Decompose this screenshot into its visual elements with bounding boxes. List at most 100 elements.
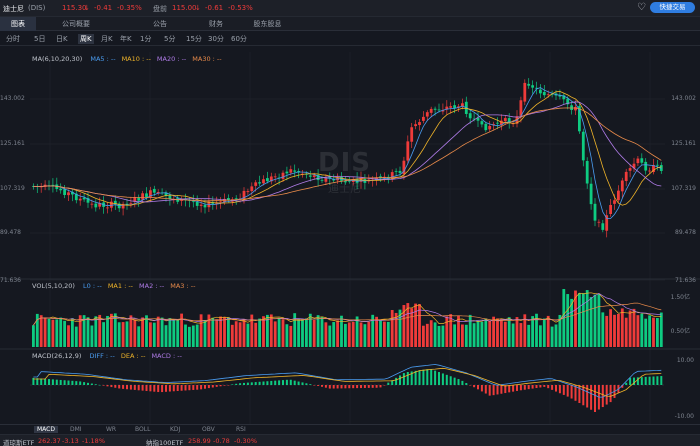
macd-bar bbox=[519, 385, 522, 391]
indicator-tab-wr[interactable]: WR bbox=[106, 426, 117, 433]
macd-bar bbox=[360, 385, 362, 389]
indicator-tab-dmi[interactable]: DMI bbox=[70, 426, 82, 433]
macd-bar bbox=[504, 385, 507, 394]
macd-bar bbox=[586, 385, 589, 408]
price-axis-label-left: 143.002 bbox=[0, 95, 25, 102]
tab-chart[interactable]: 图表 bbox=[0, 17, 36, 31]
macd-bar bbox=[102, 385, 105, 386]
stock-name: 迪士尼 bbox=[3, 5, 24, 13]
volume-bar bbox=[47, 318, 51, 347]
volume-bar bbox=[515, 317, 519, 347]
macd-bar bbox=[348, 385, 351, 389]
volume-bar bbox=[503, 321, 507, 347]
quick-trade-button[interactable]: 快捷交易 bbox=[650, 2, 695, 13]
indicator-tab-rsi[interactable]: RSI bbox=[236, 426, 246, 433]
indicator-tab-boll[interactable]: BOLL bbox=[135, 426, 151, 433]
vol_legend-item-0: L0 : -- bbox=[83, 282, 102, 290]
candle-body bbox=[644, 161, 648, 171]
candle-body bbox=[141, 193, 144, 200]
price-axis-label: 89.478 bbox=[675, 229, 696, 236]
ma-legend: MA(6,10,20,30) MA5 : -- MA10 : -- MA20 : -… bbox=[32, 55, 222, 63]
volume-bar bbox=[644, 318, 648, 347]
candle-body bbox=[624, 171, 628, 182]
period-3[interactable]: 周K bbox=[78, 34, 94, 44]
period-10[interactable]: 60分 bbox=[231, 35, 247, 43]
watermark-code: DIS bbox=[318, 148, 371, 178]
macd-bar bbox=[211, 385, 214, 388]
volume-bar bbox=[63, 320, 66, 347]
candle-body bbox=[418, 122, 421, 126]
macd-bar bbox=[282, 380, 284, 385]
macd-bar bbox=[305, 383, 308, 385]
volume-bar bbox=[195, 324, 199, 347]
period-5[interactable]: 年K bbox=[120, 35, 132, 43]
indicator-tab-macd[interactable]: MACD bbox=[34, 426, 58, 433]
tab-announcements[interactable]: 公告 bbox=[153, 20, 167, 28]
indicator-tabs: MACD DMI WR BOLL KDJ OBV RSI bbox=[0, 424, 700, 434]
macd-bar bbox=[32, 377, 35, 385]
ticker-1-price: 262.37 bbox=[38, 437, 61, 445]
volume-bar bbox=[324, 322, 328, 347]
volume-bar bbox=[418, 304, 421, 347]
volume-bar bbox=[86, 317, 90, 347]
period-2[interactable]: 日K bbox=[56, 35, 68, 43]
period-1[interactable]: 5日 bbox=[34, 35, 46, 43]
macd-bar bbox=[83, 382, 86, 385]
period-7[interactable]: 5分 bbox=[164, 35, 176, 43]
volume-bar bbox=[125, 321, 129, 347]
period-9[interactable]: 30分 bbox=[208, 35, 224, 43]
volume-bar bbox=[464, 324, 468, 347]
candle-body bbox=[542, 91, 546, 96]
candle-body bbox=[640, 158, 644, 163]
volume-bar bbox=[585, 290, 589, 347]
indicator-tab-obv[interactable]: OBV bbox=[202, 426, 215, 433]
volume-bar bbox=[558, 314, 562, 347]
volume-bar bbox=[609, 309, 612, 347]
macd-bar bbox=[55, 379, 58, 385]
volume-bar bbox=[180, 313, 183, 347]
candle-body bbox=[293, 170, 297, 172]
candle-body bbox=[308, 175, 312, 177]
volume-bar bbox=[620, 308, 624, 347]
volume-bar bbox=[461, 324, 464, 347]
macd-bar bbox=[660, 376, 663, 385]
ticker-2-name[interactable]: 纳指100ETF bbox=[146, 439, 184, 446]
tab-company-profile[interactable]: 公司概要 bbox=[62, 20, 90, 28]
indicator-tab-kdj[interactable]: KDJ bbox=[170, 426, 181, 433]
macd-bar bbox=[87, 382, 89, 385]
volume-bar bbox=[121, 322, 125, 347]
ticker-1-name[interactable]: 道琼斯ETF bbox=[3, 439, 35, 446]
macd-bar bbox=[422, 369, 425, 385]
volume-bar bbox=[328, 325, 332, 347]
price-axis-label: 107.319 bbox=[671, 185, 696, 192]
macd-bar bbox=[204, 385, 206, 389]
macd-bar bbox=[79, 381, 82, 385]
macd-bar bbox=[172, 385, 175, 392]
macd-bar bbox=[492, 385, 495, 396]
macd-bar bbox=[629, 377, 632, 385]
tab-financials[interactable]: 财务 bbox=[209, 20, 223, 28]
macd-bar bbox=[129, 385, 132, 390]
macd-bar bbox=[652, 376, 655, 385]
volume-bar bbox=[472, 323, 476, 347]
candle-body bbox=[632, 163, 636, 169]
candle-body bbox=[539, 89, 542, 94]
macd-bar bbox=[285, 379, 288, 385]
macd-bar bbox=[516, 385, 518, 391]
macd-bar bbox=[215, 385, 218, 387]
tab-shareholders[interactable]: 股东股息 bbox=[253, 20, 282, 28]
candle-body bbox=[449, 106, 453, 108]
macd-bar bbox=[118, 385, 121, 389]
period-4[interactable]: 月K bbox=[101, 35, 113, 43]
candle-body bbox=[613, 200, 616, 204]
heart-icon[interactable]: ♡ bbox=[637, 2, 646, 13]
period-0[interactable]: 分时 bbox=[6, 35, 20, 43]
volume-bar bbox=[55, 319, 59, 347]
macd-bar bbox=[48, 379, 50, 385]
macd-bar bbox=[527, 385, 530, 390]
candle-body bbox=[461, 103, 464, 107]
volume-bar bbox=[262, 316, 265, 347]
period-8[interactable]: 15分 bbox=[186, 35, 202, 43]
period-6[interactable]: 1分 bbox=[140, 35, 152, 43]
